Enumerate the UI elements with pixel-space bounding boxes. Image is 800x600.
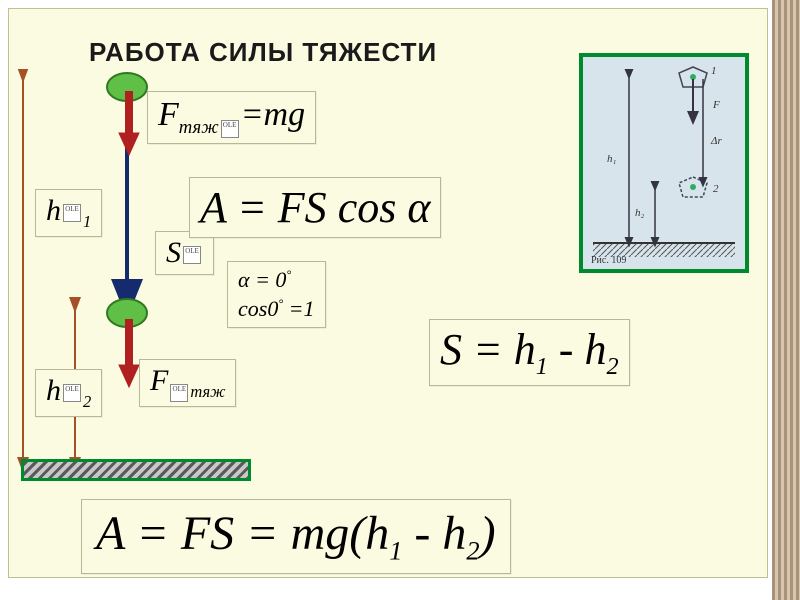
figure-panel: 1 F Δr 2 h₁ h₂ Рис. 109 [579,53,749,273]
formula-alpha0: α = 0°cos0° =1 [227,261,326,328]
formula-final: A = FS = mg(h1 - h2) [81,499,511,574]
slide-title: РАБОТА СИЛЫ ТЯЖЕСТИ [89,37,437,68]
fig-dr: Δr [711,135,722,147]
h1-label: hOLE1 [35,189,102,237]
h2-label: hOLE2 [35,369,102,417]
ground-hatch [21,459,251,481]
slide: РАБОТА СИЛЫ ТЯЖЕСТИ [8,8,768,578]
f-label-2: FOLEтяж [139,359,236,407]
fig-h2: h₂ [635,207,644,219]
fig-F: F [713,99,720,111]
fig-caption: Рис. 109 [591,255,626,266]
fig-p1: 1 [711,65,717,77]
fig-h1: h₁ [607,153,616,165]
side-stripes [772,0,800,600]
formula-fmg: FтяжOLE=mg [147,91,316,144]
formula-sh1h2: S = h1 - h2 [429,319,630,386]
formula-afscos: A = FS cos α [189,177,441,238]
fig-p2: 2 [713,183,719,195]
